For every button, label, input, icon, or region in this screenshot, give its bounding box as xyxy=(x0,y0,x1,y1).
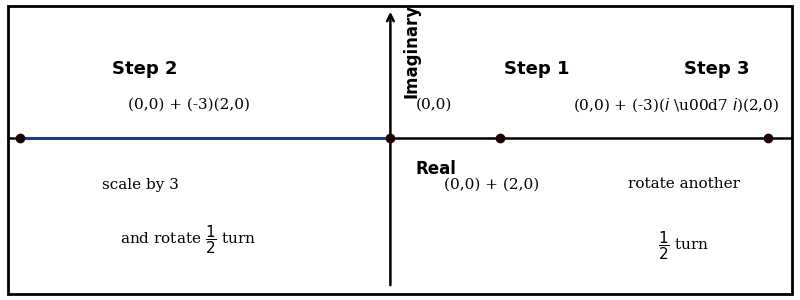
Text: scale by 3: scale by 3 xyxy=(102,178,178,191)
Text: Step 2: Step 2 xyxy=(112,60,178,78)
Text: (0,0) + (-3)(2,0): (0,0) + (-3)(2,0) xyxy=(128,98,250,112)
Text: Imaginary: Imaginary xyxy=(402,4,421,98)
Text: Real: Real xyxy=(415,160,457,178)
Text: (0,0) + (-3)($\it{i}$ \u00d7 $\it{i}$)(2,0): (0,0) + (-3)($\it{i}$ \u00d7 $\it{i}$)(2… xyxy=(573,96,779,114)
Text: Step 3: Step 3 xyxy=(684,60,750,78)
Text: and rotate $\dfrac{1}{2}$ turn: and rotate $\dfrac{1}{2}$ turn xyxy=(120,224,256,256)
Text: Step 1: Step 1 xyxy=(504,60,570,78)
Text: (0,0): (0,0) xyxy=(416,98,452,112)
Text: rotate another: rotate another xyxy=(628,178,740,191)
Text: (0,0) + (2,0): (0,0) + (2,0) xyxy=(444,178,540,191)
Text: $\dfrac{1}{2}$ turn: $\dfrac{1}{2}$ turn xyxy=(658,230,710,262)
